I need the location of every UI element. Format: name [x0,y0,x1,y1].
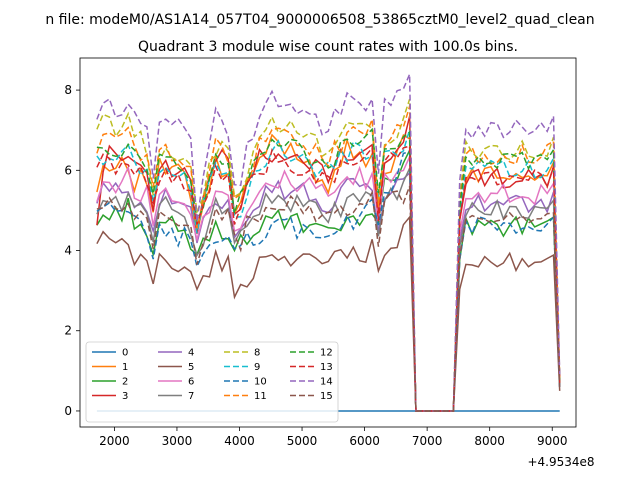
x-tick-label: 4000 [224,434,255,448]
legend-label-11: 11 [254,391,267,402]
series-lines [96,73,561,412]
series-line-2 [96,149,561,412]
legend-label-3: 3 [122,391,128,402]
series-line-13 [96,145,561,412]
legend-label-4: 4 [188,348,194,359]
x-tick-label: 8000 [474,434,505,448]
legend-label-12: 12 [320,348,333,359]
legend-label-0: 0 [122,348,128,359]
series-line-15 [96,185,561,412]
series-line-8 [96,98,561,412]
legend-box [85,341,339,423]
series-line-14 [96,73,561,412]
chart-title: Quadrant 3 module wise count rates with … [138,39,518,55]
y-tick-label: 4 [64,244,72,258]
x-axis: 2000 3000 4000 5000 6000 7000 8000 9000 [99,427,568,448]
legend-label-13: 13 [320,362,333,373]
series-line-7 [96,167,561,412]
legend-label-15: 15 [320,391,333,402]
legend-label-1: 1 [122,362,128,373]
legend-label-7: 7 [188,391,194,402]
legend-label-14: 14 [320,377,333,388]
series-line-12 [96,127,561,412]
series-line-1 [96,133,561,412]
x-tick-label: 3000 [162,434,193,448]
legend-label-5: 5 [188,362,194,373]
plot-frame [79,57,577,428]
legend-label-8: 8 [254,348,260,359]
legend-label-10: 10 [254,377,267,388]
chart-suptitle: n file: modeM0/AS1A14_057T04_9000006508_… [45,12,594,28]
x-tick-label: 6000 [349,434,380,448]
series-line-10 [96,150,561,412]
y-tick-label: 2 [64,324,72,338]
x-tick-label: 9000 [537,434,568,448]
legend-label-2: 2 [122,377,128,388]
y-tick-label: 8 [64,83,72,97]
y-tick-label: 6 [64,163,72,177]
series-line-6 [96,156,561,412]
x-offset-label: +4.9534e8 [527,455,594,469]
x-tick-label: 7000 [412,434,443,448]
y-axis: 0 2 4 6 8 [64,83,80,418]
legend-label-6: 6 [188,377,194,388]
x-tick-label: 2000 [99,434,130,448]
legend-label-9: 9 [254,362,260,373]
series-line-9 [96,129,561,412]
x-tick-label: 5000 [287,434,318,448]
series-line-5 [96,215,561,412]
y-tick-label: 0 [64,404,72,418]
